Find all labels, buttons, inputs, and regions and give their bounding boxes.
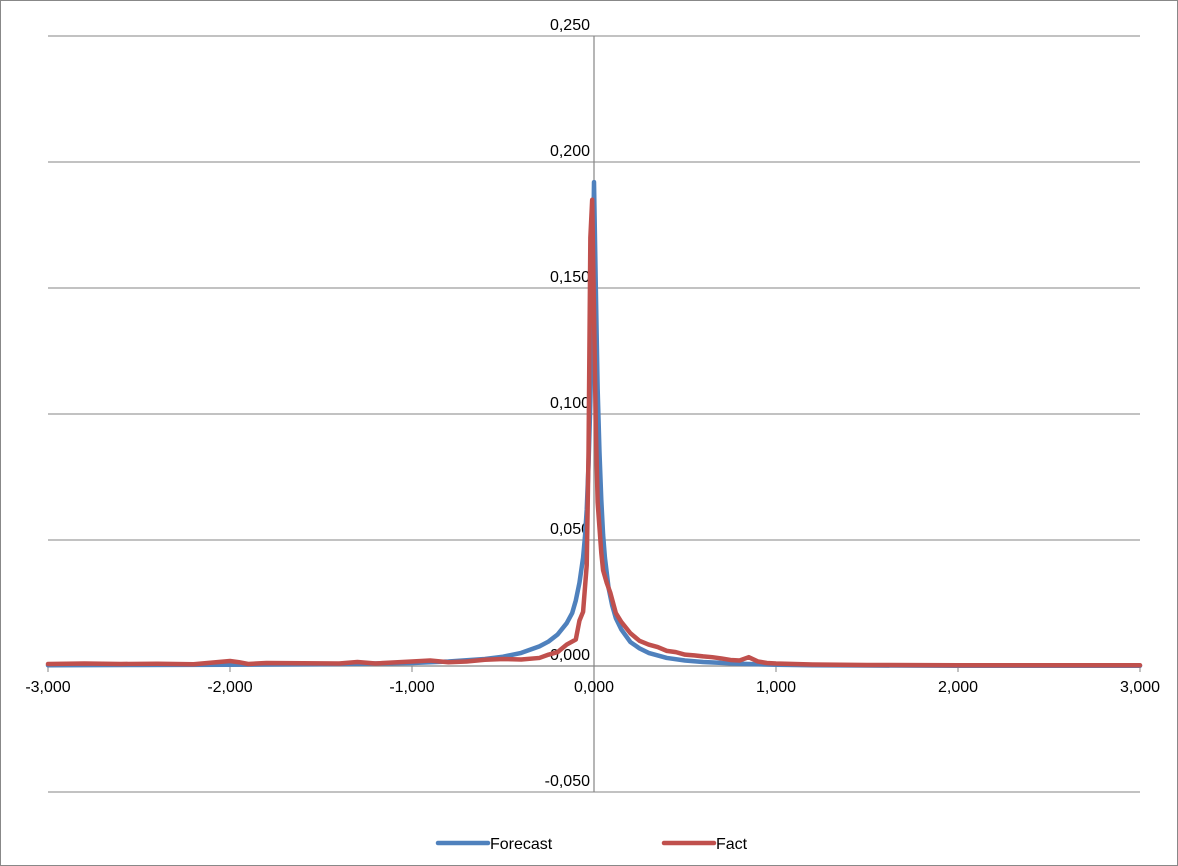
series-lines <box>45 179 1143 668</box>
legend: Forecast Fact <box>435 836 748 853</box>
y-tick-label: 0,100 <box>550 395 590 412</box>
x-tick-label: -3,000 <box>25 679 70 696</box>
x-tick-label: 1,000 <box>756 679 796 696</box>
y-tick-label: 0,150 <box>550 269 590 286</box>
x-tick-label: -2,000 <box>207 679 252 696</box>
y-tick-label: 0,200 <box>550 143 590 160</box>
y-tick-label: 0,050 <box>550 521 590 538</box>
x-tick-label: -1,000 <box>389 679 434 696</box>
x-tick-label: 2,000 <box>938 679 978 696</box>
y-tick-label: 0,000 <box>550 647 590 664</box>
x-tick-labels: -3,000 -2,000 -1,000 0,000 1,000 2,000 3,000 <box>25 679 1160 696</box>
x-tick-label: 3,000 <box>1120 679 1160 696</box>
y-tick-label: -0,050 <box>545 773 590 790</box>
series-line-fact <box>45 197 1143 668</box>
legend-label-fact: Fact <box>716 836 748 853</box>
legend-label-forecast: Forecast <box>490 836 553 853</box>
x-tick-label: 0,000 <box>574 679 614 696</box>
y-tick-label: 0,250 <box>550 17 590 34</box>
y-tick-labels: -0,050 0,000 0,050 0,100 0,150 0,200 0,250 <box>545 17 590 790</box>
